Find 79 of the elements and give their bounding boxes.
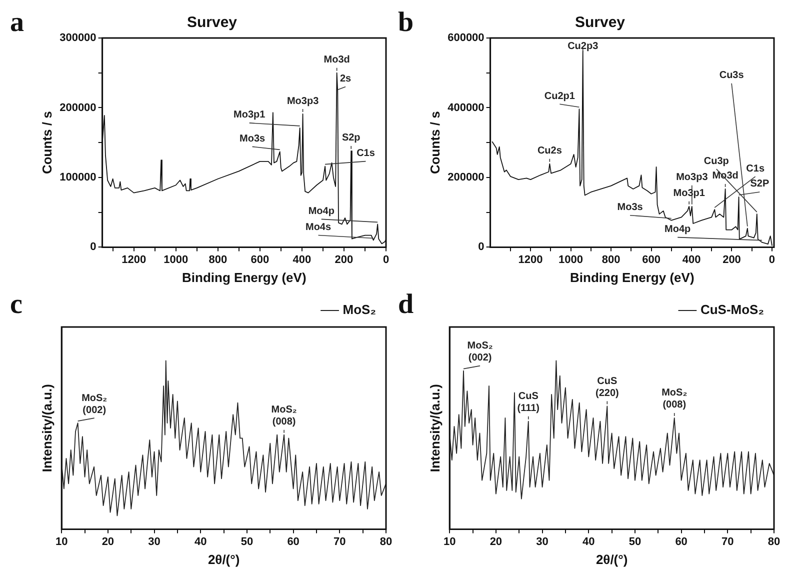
annotation: CuS (111) (517, 391, 540, 414)
x-tick-label: 30 (148, 536, 160, 548)
x-axis-title: 2θ/(°) (208, 552, 240, 567)
annotation: Cu3p (704, 156, 729, 167)
y-axis-title: Intensity/(a.u.) (427, 384, 442, 472)
annotation: MoS₂ (002) (467, 340, 493, 364)
annotation: Mo3s (240, 133, 266, 144)
annotation: Cu2p1 (544, 90, 576, 102)
x-tick-label: 600 (642, 254, 660, 266)
text: d (398, 289, 414, 320)
x-tick-label: 400 (682, 254, 701, 266)
y-axis-title: Counts / s (39, 111, 54, 174)
annotation: C1s (746, 163, 765, 174)
x-axis-title: Binding Energy (eV) (182, 270, 306, 285)
chart-title: Survey (186, 14, 238, 32)
x-tick-label: 10 (443, 536, 456, 548)
x-tick-label: 60 (287, 536, 300, 548)
annotation: Cu2s (537, 146, 562, 157)
y-tick-label: 0 (90, 241, 96, 254)
x-tick-label: 30 (536, 536, 548, 548)
annotation: Cu2p3 (568, 40, 599, 52)
x-axis-title: 2θ/(°) (596, 552, 628, 567)
text: a (10, 7, 24, 38)
annotation: Mo3s (617, 202, 644, 214)
x-tick-label: 20 (490, 536, 502, 548)
y-tick-label: 0 (478, 241, 484, 254)
y-tick-label: 300000 (60, 32, 96, 44)
x-tick-label: 0 (382, 254, 390, 266)
x-tick-label: 40 (194, 536, 207, 548)
x-tick-label: 60 (675, 536, 688, 548)
annotation: MoS₂ (008) (662, 388, 688, 411)
x-tick-label: 600 (250, 254, 270, 266)
annotation: MoS₂ (002) (82, 392, 108, 416)
legend-label: CuS-MoS₂ (700, 302, 764, 318)
annotation: Mo3d (324, 54, 350, 66)
annotation: S2p (342, 132, 360, 144)
annotation: 2s (340, 73, 352, 84)
chart-title: Survey (574, 14, 626, 32)
x-axis-title: Binding Energy (eV) (570, 270, 694, 285)
x-tick-label: 50 (628, 536, 642, 548)
x-tick-label: 400 (292, 254, 312, 266)
y-tick-label: 200000 (448, 172, 484, 184)
legend-label: MoS₂ (342, 302, 376, 318)
y-axis-title: Intensity/(a.u.) (39, 384, 54, 472)
x-tick-label: 50 (240, 536, 254, 548)
y-tick-label: 200000 (60, 102, 96, 114)
annotation: Cu3s (719, 70, 744, 82)
x-tick-label: 1200 (122, 254, 146, 266)
y-tick-label: 600000 (448, 32, 484, 44)
y-tick-label: 400000 (448, 102, 484, 114)
x-tick-label: 800 (602, 254, 620, 266)
y-axis-title: Counts / s (427, 111, 442, 174)
annotation: Mo4p (308, 206, 334, 217)
x-tick-label: 20 (102, 536, 114, 548)
x-tick-label: 800 (208, 254, 228, 266)
x-tick-label: 80 (380, 536, 392, 548)
annotation: CuS (220) (595, 376, 619, 399)
x-tick-label: 1000 (558, 254, 584, 266)
annotation: Mo3p3 (286, 96, 320, 107)
x-tick-label: 70 (334, 536, 346, 548)
text: c (10, 289, 22, 320)
text: b (398, 7, 414, 38)
x-tick-label: 40 (582, 536, 595, 548)
annotation: Mo3p3 (676, 172, 708, 184)
x-tick-label: 0 (768, 254, 776, 266)
x-tick-label: 1200 (518, 254, 543, 266)
x-tick-label: 80 (768, 536, 780, 548)
x-tick-label: 200 (722, 254, 741, 266)
x-tick-label: 200 (334, 254, 354, 266)
annotation: Mo4s (305, 222, 332, 233)
x-tick-label: 10 (55, 536, 68, 548)
x-tick-label: 70 (722, 536, 734, 548)
annotation: C1s (356, 148, 376, 160)
x-tick-label: 1000 (164, 254, 188, 266)
annotation: S2P (750, 178, 770, 190)
annotation: Mo4p (664, 224, 691, 236)
annotation: Mo3p1 (234, 110, 266, 121)
y-tick-label: 100000 (60, 172, 96, 184)
annotation: MoS₂ (008) (271, 404, 297, 428)
